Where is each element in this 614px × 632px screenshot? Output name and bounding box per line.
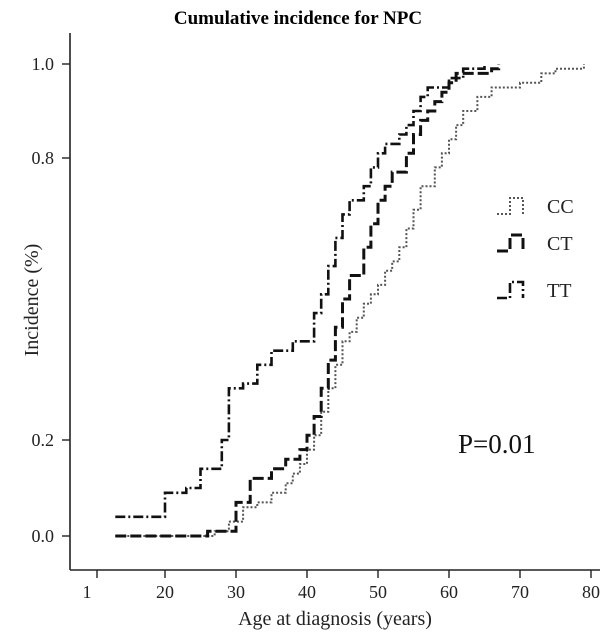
chart-title: Cumulative incidence for NPC <box>174 8 422 29</box>
y-tick-label: 1.0 <box>32 54 55 74</box>
axes <box>69 33 600 571</box>
legend-swatch-cc <box>497 197 524 215</box>
x-tick-label: 50 <box>369 582 387 602</box>
x-tick-label: 30 <box>227 582 245 602</box>
p-value-annotation: P=0.01 <box>458 429 536 459</box>
y-ticks: 0.0 0.2 0.8 1.0 <box>32 54 70 546</box>
legend-swatch-tt <box>497 280 525 300</box>
legend: CC CT TT <box>497 196 574 302</box>
x-tick-label: 60 <box>440 582 458 602</box>
legend-label-tt: TT <box>547 280 571 302</box>
series-line-cc <box>115 64 585 537</box>
series-line-tt <box>115 64 486 519</box>
x-tick-label: 80 <box>582 582 600 602</box>
series-layer <box>115 64 585 538</box>
y-tick-label: 0.2 <box>32 430 55 450</box>
legend-label-cc: CC <box>547 196 574 218</box>
y-tick-label: 0.0 <box>32 526 55 546</box>
legend-label-ct: CT <box>547 233 573 255</box>
x-ticks: 1 20 30 40 50 60 70 80 <box>83 570 600 602</box>
y-tick-label: 0.8 <box>32 148 55 168</box>
y-axis-label: Incidence (%) <box>21 244 43 357</box>
x-tick-label: 20 <box>156 582 174 602</box>
legend-swatch-ct <box>497 233 525 253</box>
x-tick-label: 40 <box>298 582 316 602</box>
series-line-ct <box>115 64 501 538</box>
x-axis-label: Age at diagnosis (years) <box>238 608 432 630</box>
x-tick-label: 1 <box>83 582 92 602</box>
x-tick-label: 70 <box>511 582 529 602</box>
